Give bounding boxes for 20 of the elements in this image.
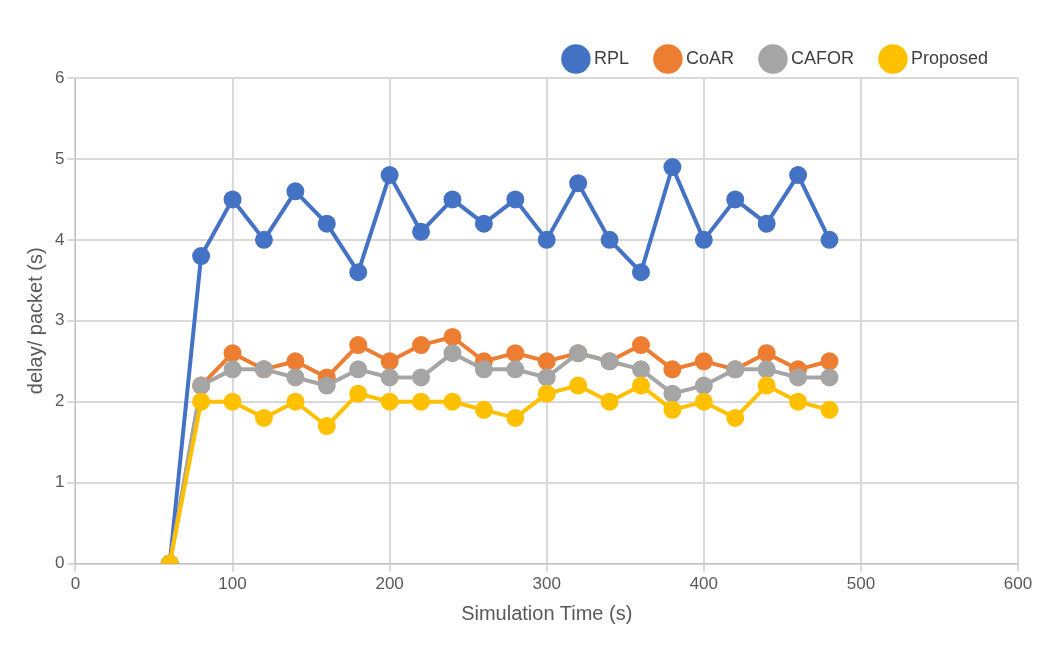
x-tick-label: 200 [375, 574, 404, 594]
legend-label: Proposed [910, 47, 989, 68]
legend-label: CAFOR [790, 47, 854, 68]
y-tick-label: 0 [54, 553, 65, 573]
y-axis-title: delay/ packet (s) [23, 247, 46, 395]
y-tick-label: 3 [54, 310, 65, 330]
x-tick-label: 100 [218, 574, 247, 594]
x-tick-label: 600 [1003, 574, 1033, 594]
y-tick-label: 4 [54, 229, 65, 249]
y-tick-label: 2 [54, 391, 65, 411]
legend-label: RPL [593, 47, 629, 68]
x-tick-label: 400 [689, 574, 719, 594]
y-tick-label: 6 [54, 67, 65, 87]
x-tick-label: 500 [846, 574, 876, 594]
x-tick-label: 300 [532, 574, 561, 594]
y-tick-label: 5 [54, 148, 65, 168]
legend-label: CoAR [685, 47, 734, 68]
x-axis-title: Simulation Time (s) [461, 601, 633, 624]
x-tick-label: 0 [70, 574, 81, 594]
y-tick-label: 1 [54, 472, 65, 492]
